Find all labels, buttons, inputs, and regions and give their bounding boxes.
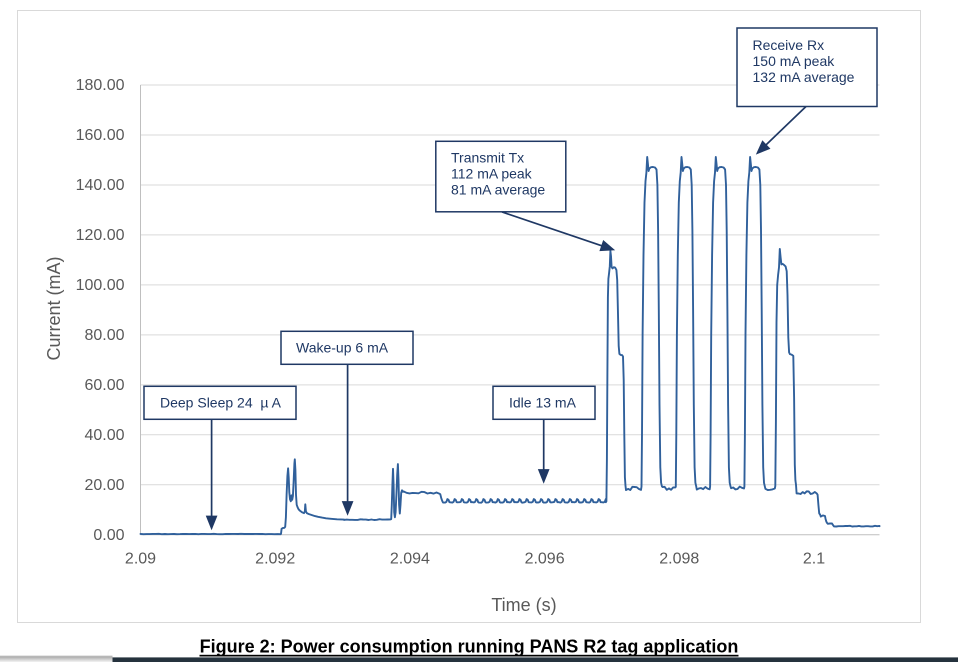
svg-text:2.096: 2.096	[525, 551, 565, 568]
svg-text:80.00: 80.00	[84, 327, 124, 344]
svg-text:112 mA peak: 112 mA peak	[451, 165, 533, 181]
svg-text:0.00: 0.00	[93, 527, 124, 544]
svg-text:100.00: 100.00	[76, 277, 125, 294]
svg-text:Time (s): Time (s)	[491, 595, 556, 615]
svg-text:132 mA average: 132 mA average	[753, 69, 855, 85]
svg-text:180.00: 180.00	[76, 77, 125, 94]
svg-text:2.094: 2.094	[390, 551, 430, 568]
svg-text:2.092: 2.092	[255, 551, 295, 568]
svg-text:Wake-up 6 mA: Wake-up 6 mA	[296, 340, 389, 356]
svg-text:Figure 2: Power consumption ru: Figure 2: Power consumption running PANS…	[200, 636, 739, 656]
svg-text:20.00: 20.00	[84, 477, 124, 494]
svg-text:2.098: 2.098	[659, 551, 699, 568]
svg-text:2.1: 2.1	[803, 551, 825, 568]
svg-text:2.09: 2.09	[125, 551, 156, 568]
svg-text:Deep Sleep 24 µ A: Deep Sleep 24 µ A	[160, 395, 282, 411]
svg-text:120.00: 120.00	[76, 227, 125, 244]
svg-text:Transmit Tx: Transmit Tx	[451, 149, 524, 165]
svg-text:Idle 13 mA: Idle 13 mA	[509, 395, 577, 411]
svg-text:140.00: 140.00	[76, 177, 125, 194]
svg-text:Receive Rx: Receive Rx	[753, 37, 825, 53]
svg-text:40.00: 40.00	[84, 427, 124, 444]
svg-text:150 mA peak: 150 mA peak	[753, 53, 836, 69]
svg-text:160.00: 160.00	[76, 127, 125, 144]
svg-text:Current (mA): Current (mA)	[44, 256, 64, 360]
svg-text:81 mA average: 81 mA average	[451, 181, 545, 197]
svg-text:60.00: 60.00	[84, 377, 124, 394]
